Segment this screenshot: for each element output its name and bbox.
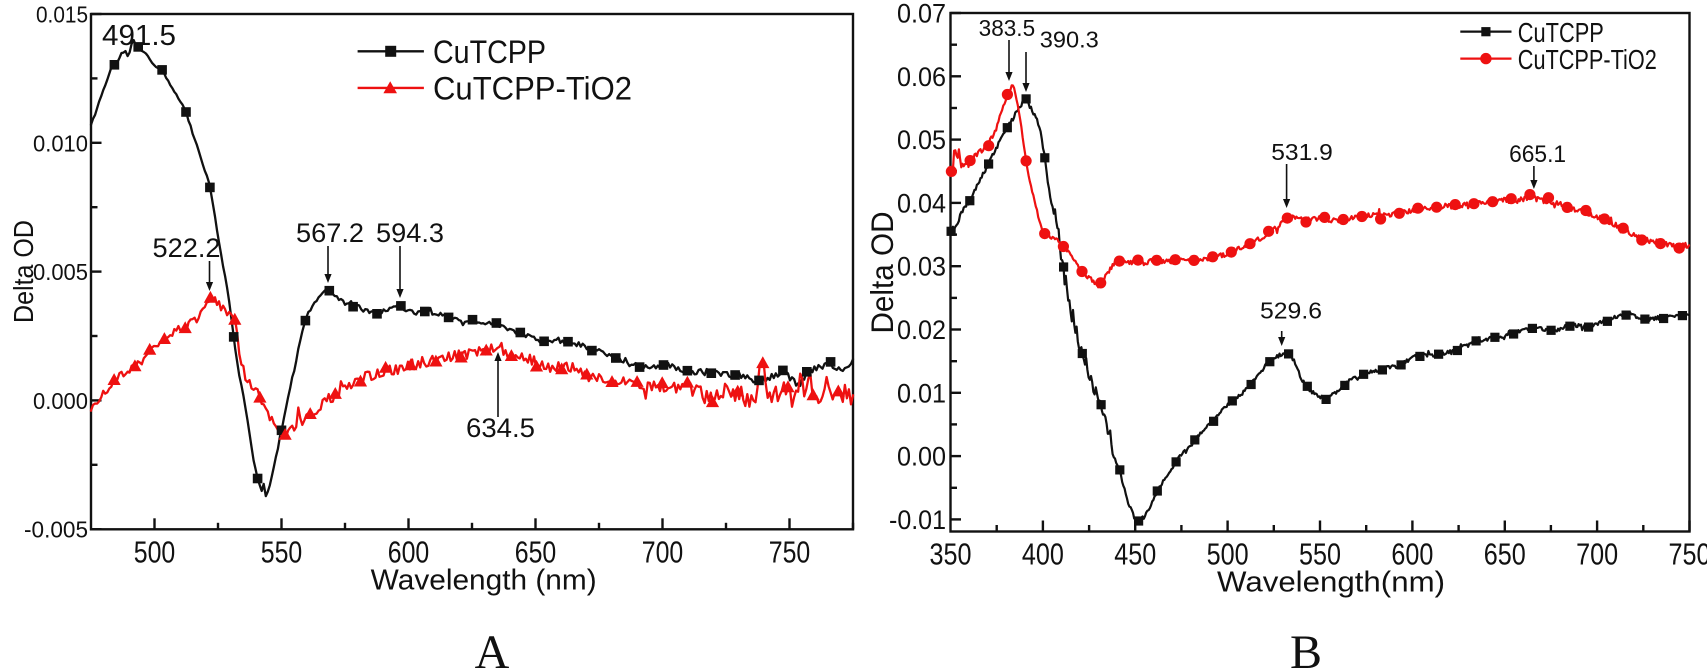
svg-text:634.5: 634.5 (466, 413, 535, 443)
svg-text:Delta OD: Delta OD (864, 212, 900, 334)
svg-text:450: 450 (1114, 538, 1156, 572)
svg-text:0.000: 0.000 (33, 388, 88, 414)
svg-text:600: 600 (1391, 538, 1433, 572)
svg-text:Wavelength (nm): Wavelength (nm) (371, 565, 597, 597)
svg-text:600: 600 (388, 536, 430, 570)
svg-text:400: 400 (1022, 538, 1064, 572)
svg-text:0.06: 0.06 (897, 62, 946, 92)
svg-text:0.02: 0.02 (897, 315, 946, 345)
svg-text:491.5: 491.5 (102, 20, 176, 52)
svg-text:383.5: 383.5 (979, 15, 1036, 41)
svg-text:-0.005: -0.005 (24, 517, 88, 543)
svg-text:650: 650 (515, 536, 557, 570)
svg-text:594.3: 594.3 (376, 218, 444, 248)
svg-text:B: B (1290, 626, 1322, 668)
svg-text:390.3: 390.3 (1040, 27, 1099, 53)
svg-text:700: 700 (1576, 538, 1618, 572)
svg-text:CuTCPP: CuTCPP (433, 34, 546, 70)
svg-text:A: A (475, 626, 510, 668)
svg-text:0.010: 0.010 (33, 130, 88, 156)
svg-text:0.015: 0.015 (36, 2, 88, 28)
svg-text:531.9: 531.9 (1271, 139, 1333, 165)
svg-text:0.00: 0.00 (897, 442, 946, 472)
svg-text:700: 700 (642, 536, 684, 570)
svg-text:0.07: 0.07 (897, 0, 946, 29)
svg-text:500: 500 (1207, 538, 1249, 572)
svg-text:-0.01: -0.01 (889, 505, 946, 535)
svg-text:567.2: 567.2 (296, 218, 364, 248)
svg-text:CuTCPP-TiO2: CuTCPP-TiO2 (1518, 44, 1657, 75)
svg-text:750: 750 (769, 536, 811, 570)
svg-text:500: 500 (134, 536, 176, 570)
svg-text:665.1: 665.1 (1509, 141, 1566, 168)
svg-text:529.6: 529.6 (1260, 298, 1322, 324)
svg-text:CuTCPP: CuTCPP (1518, 17, 1604, 48)
svg-text:CuTCPP-TiO2: CuTCPP-TiO2 (433, 71, 632, 107)
svg-text:650: 650 (1484, 538, 1526, 572)
svg-text:550: 550 (1299, 538, 1341, 572)
svg-text:Delta OD: Delta OD (8, 220, 39, 323)
svg-text:0.03: 0.03 (897, 252, 946, 282)
svg-text:0.01: 0.01 (897, 378, 946, 408)
svg-text:522.2: 522.2 (153, 233, 221, 263)
svg-text:550: 550 (261, 536, 303, 570)
svg-text:0.05: 0.05 (897, 125, 946, 155)
svg-text:750: 750 (1669, 538, 1707, 572)
svg-text:Wavelength(nm): Wavelength(nm) (1217, 567, 1445, 599)
svg-text:350: 350 (930, 538, 972, 572)
svg-text:0.005: 0.005 (33, 259, 88, 285)
svg-text:0.04: 0.04 (897, 188, 946, 218)
